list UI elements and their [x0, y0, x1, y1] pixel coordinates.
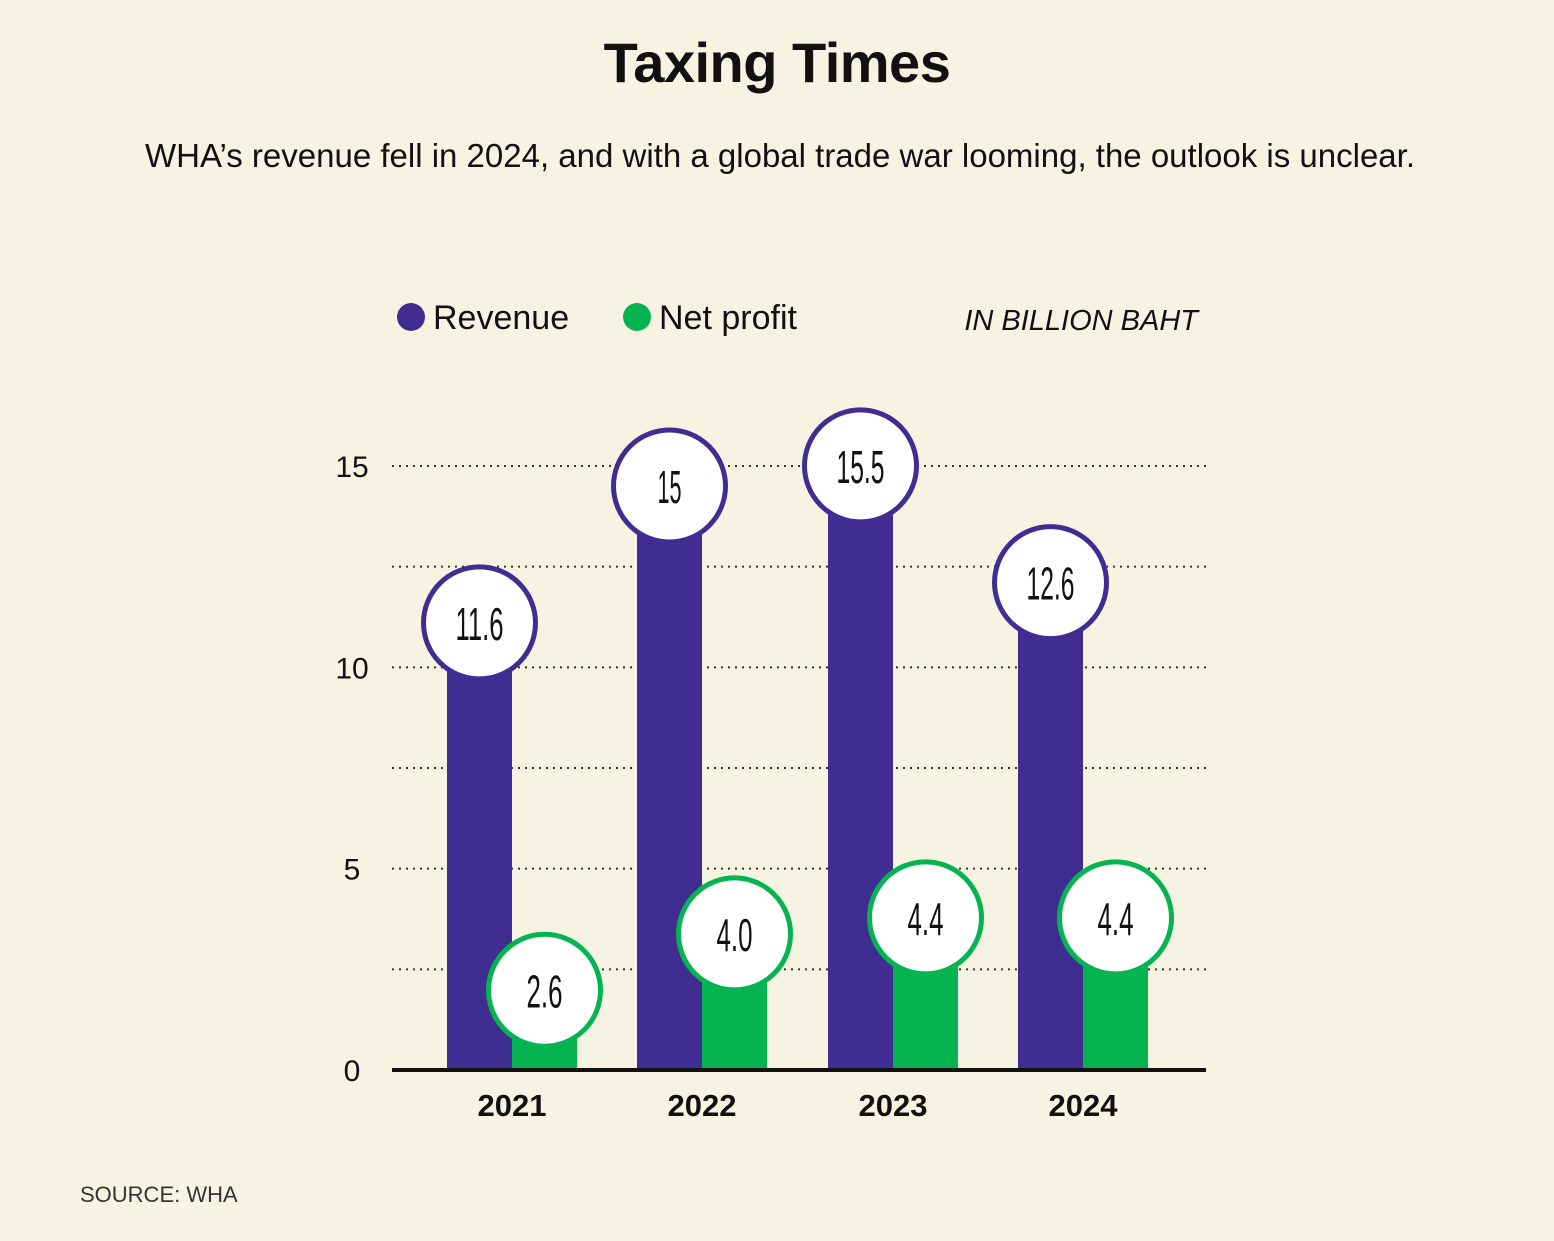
chart-subtitle: WHA’s revenue fell in 2024, and with a g…: [144, 137, 1415, 174]
x-tick-label: 2024: [1049, 1088, 1119, 1123]
legend-label: Revenue: [433, 299, 569, 337]
data-label: 11.6: [456, 598, 504, 650]
data-label: 15: [658, 461, 682, 513]
bar-revenue-2022: [637, 466, 702, 1070]
legend-swatch-net-profit: [623, 303, 651, 331]
legend-swatch-revenue: [397, 303, 425, 331]
x-tick-label: 2021: [478, 1088, 547, 1123]
y-tick-label: 15: [335, 451, 368, 484]
y-tick-label: 5: [344, 854, 361, 887]
data-label-bubble: [486, 931, 603, 1049]
data-label: 12.6: [1027, 558, 1075, 610]
data-label-bubble: [421, 564, 538, 682]
source-note: SOURCE: WHA: [80, 1182, 238, 1207]
data-label-bubble: [802, 407, 919, 525]
x-tick-label: 2022: [668, 1088, 737, 1123]
y-tick-label: 10: [335, 652, 368, 685]
data-label-bubble: [867, 859, 984, 977]
bar-revenue-2023: [828, 445, 893, 1070]
data-label-bubble: [611, 427, 728, 545]
y-tick-label: 0: [344, 1055, 361, 1088]
data-label: 2.6: [527, 965, 563, 1017]
data-label: 4.4: [908, 893, 944, 945]
data-label-bubble: [676, 875, 793, 993]
data-label: 4.4: [1098, 893, 1134, 945]
data-label: 15.5: [837, 441, 885, 493]
chart-title: Taxing Times: [603, 31, 951, 94]
data-label-bubble: [1057, 859, 1174, 977]
x-tick-label: 2023: [859, 1088, 928, 1123]
unit-label: IN BILLION BAHT: [964, 305, 1200, 337]
bar-revenue-2024: [1018, 562, 1083, 1070]
data-label-bubble: [992, 524, 1109, 642]
data-label: 4.0: [717, 909, 753, 961]
legend-label: Net profit: [659, 299, 797, 337]
